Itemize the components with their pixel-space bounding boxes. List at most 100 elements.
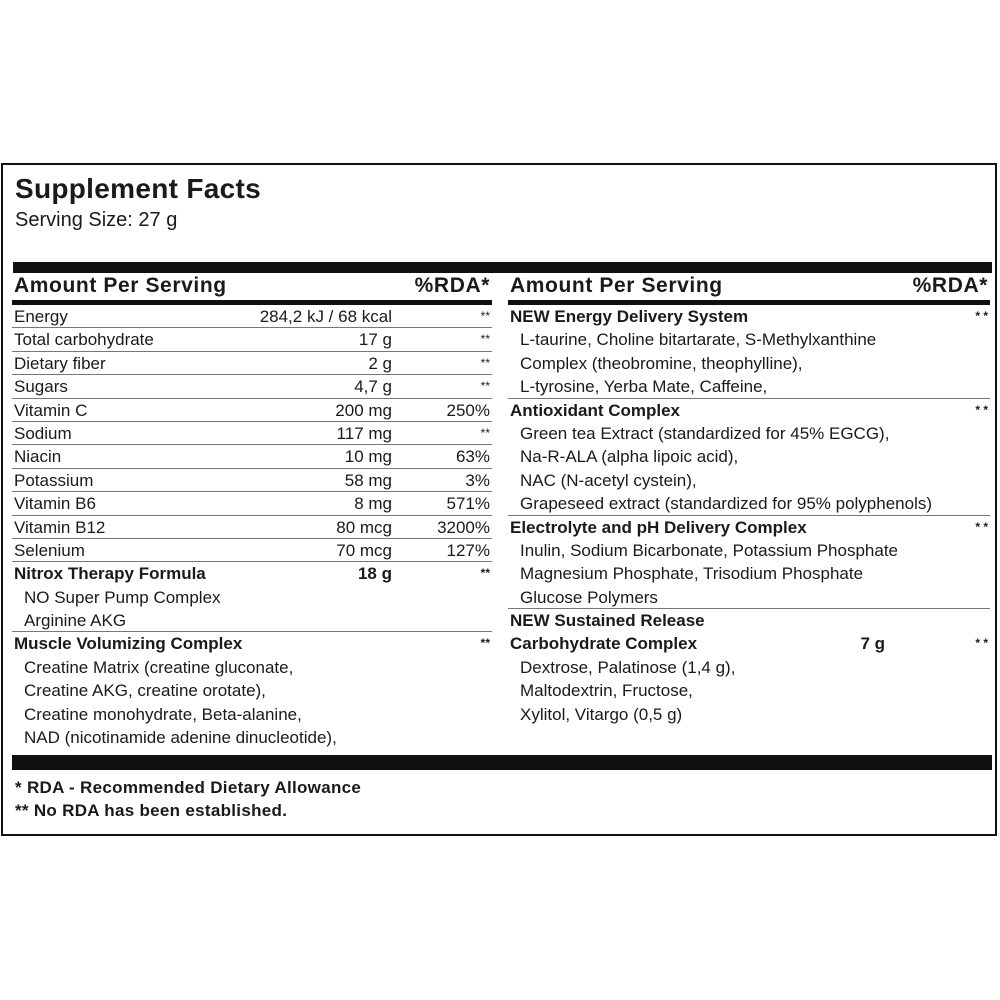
nutrient-amount: 7 g	[860, 634, 885, 654]
nutrient-row: Vitamin C 200 mg 250%	[12, 399, 492, 422]
ingredient-line: Magnesium Phosphate, Trisodium Phosphate	[508, 562, 990, 585]
nutrient-amount: 4,7 g	[354, 377, 392, 397]
nutrient-amount: 17 g	[358, 330, 392, 350]
nutrient-name: Grapeseed extract (standardized for 95% …	[520, 494, 933, 514]
nutrient-name: NAC (N-acetyl cystein),	[520, 470, 697, 490]
nutrient-name: Dietary fiber	[14, 353, 106, 373]
nutrient-row: Vitamin B6 8 mg 571%	[12, 492, 492, 516]
nutrient-row: NEW Sustained Release	[508, 609, 990, 632]
nutrient-rda: 250%	[446, 400, 490, 420]
nutrient-rda: 571%	[446, 494, 490, 514]
nutrient-name: Glucose Polymers	[520, 587, 658, 607]
nutrient-name: Vitamin B6	[14, 494, 96, 514]
nutrient-name: Antioxidant Complex	[510, 400, 681, 420]
ingredient-line: Creatine AKG, creatine orotate),	[12, 679, 492, 702]
nutrient-row: Sugars 4,7 g **	[12, 375, 492, 399]
nutrient-name: Creatine AKG, creatine orotate),	[24, 681, 266, 701]
nutrient-rda: * *	[975, 636, 988, 651]
nutrient-name: Inulin, Sodium Bicarbonate, Potassium Ph…	[520, 540, 899, 560]
nutrient-name: L-tyrosine, Yerba Mate, Caffeine,	[520, 377, 768, 397]
nutrient-name: Green tea Extract (standardized for 45% …	[520, 423, 890, 443]
nutrient-amount: 8 mg	[354, 494, 392, 514]
nutrient-amount: 200 mg	[335, 400, 392, 420]
serving-size: Serving Size: 27 g	[15, 209, 178, 231]
nutrient-rda: 63%	[455, 447, 490, 467]
nutrient-amount: 2 g	[368, 353, 392, 373]
nutrient-amount: 117 mg	[336, 423, 392, 443]
rda-header: %RDA*	[414, 274, 490, 297]
nutrient-name: NAD (nicotinamide adenine dinucleotide),	[24, 728, 337, 748]
rda-header: %RDA*	[912, 274, 988, 297]
nutrient-rda: **	[480, 425, 490, 440]
nutrient-amount: 18 g	[357, 564, 392, 584]
nutrient-name: NEW Sustained Release	[510, 611, 705, 631]
nutrient-row: NEW Energy Delivery System * *	[508, 305, 990, 328]
nutrient-rda: **	[480, 355, 490, 370]
nutrient-name: Magnesium Phosphate, Trisodium Phosphate	[520, 564, 864, 584]
ingredient-line: Creatine Matrix (creatine gluconate,	[12, 656, 492, 679]
footnote-rda: * RDA - Recommended Dietary Allowance	[15, 778, 362, 797]
column-header: Amount Per Serving %RDA*	[12, 274, 492, 305]
nutrient-rda: * *	[975, 309, 988, 323]
nutrient-rda: **	[480, 566, 490, 581]
page-title: Supplement Facts	[15, 173, 261, 204]
nutrient-row: Selenium 70 mcg 127%	[12, 539, 492, 563]
ingredient-line: Dextrose, Palatinose (1,4 g),	[508, 656, 990, 679]
nutrient-name: Niacin	[14, 447, 62, 467]
top-divider-bar	[13, 262, 992, 273]
nutrient-name: Vitamin C	[14, 400, 88, 420]
ingredient-line: Green tea Extract (standardized for 45% …	[508, 422, 990, 445]
supplement-facts-panel	[1, 163, 997, 836]
nutrient-rda: 127%	[446, 540, 490, 560]
nutrient-name: Creatine monohydrate, Beta-alanine,	[24, 704, 302, 724]
nutrient-row: Nitrox Therapy Formula 18 g **	[12, 562, 492, 585]
nutrient-name: NO Super Pump Complex	[24, 587, 221, 607]
ingredient-line: L-tyrosine, Yerba Mate, Caffeine,	[508, 375, 990, 399]
nutrient-name: Creatine Matrix (creatine gluconate,	[24, 657, 294, 677]
nutrient-name: Complex (theobromine, theophylline),	[520, 353, 803, 373]
ingredient-line: NAD (nicotinamide adenine dinucleotide),	[12, 726, 492, 749]
ingredient-line: L-taurine, Choline bitartarate, S-Methyl…	[508, 328, 990, 351]
nutrient-row: Energy 284,2 kJ / 68 kcal **	[12, 305, 492, 329]
amount-header: Amount Per Serving	[14, 274, 227, 297]
nutrient-name: Dextrose, Palatinose (1,4 g),	[520, 657, 736, 677]
nutrient-name: Energy	[14, 307, 68, 326]
nutrient-row: Niacin 10 mg 63%	[12, 445, 492, 469]
nutrient-rda: **	[480, 379, 490, 394]
ingredient-line: Glucose Polymers	[508, 586, 990, 610]
nutrient-row: Antioxidant Complex * *	[508, 399, 990, 422]
nutrient-name: Vitamin B12	[14, 517, 106, 537]
ingredient-line: Arginine AKG	[12, 609, 492, 633]
column-header: Amount Per Serving %RDA*	[508, 274, 990, 305]
nutrient-rda: 3200%	[437, 517, 490, 537]
nutrient-name: Nitrox Therapy Formula	[14, 564, 206, 584]
nutrient-name: L-taurine, Choline bitartarate, S-Methyl…	[520, 330, 877, 350]
nutrient-name: Muscle Volumizing Complex	[14, 634, 243, 654]
nutrient-name: Selenium	[14, 540, 85, 560]
nutrient-name: Sugars	[14, 377, 68, 397]
nutrient-rda: **	[480, 332, 490, 347]
amount-header: Amount Per Serving	[510, 274, 723, 297]
nutrient-name: Na-R-ALA (alpha lipoic acid),	[520, 447, 739, 467]
nutrient-row: Carbohydrate Complex 7 g * *	[508, 632, 990, 655]
nutrient-row: Vitamin B12 80 mcg 3200%	[12, 516, 492, 539]
left-column: Amount Per Serving %RDA* Energy 284,2 kJ …	[12, 274, 492, 749]
ingredient-line: NAC (N-acetyl cystein),	[508, 469, 990, 492]
nutrient-name: Potassium	[14, 470, 94, 490]
ingredient-line: Maltodextrin, Fructose,	[508, 679, 990, 702]
nutrient-row: Electrolyte and pH Delivery Complex * *	[508, 516, 990, 539]
ingredient-line: Na-R-ALA (alpha lipoic acid),	[508, 445, 990, 468]
nutrient-rda: 3%	[465, 470, 490, 490]
right-column: Amount Per Serving %RDA* NEW Energy Deli…	[508, 274, 990, 726]
nutrient-amount: 58 mg	[344, 470, 392, 490]
ingredient-line: NO Super Pump Complex	[12, 586, 492, 609]
nutrient-row: Total carbohydrate 17 g **	[12, 328, 492, 352]
nutrient-name: Total carbohydrate	[14, 330, 154, 350]
nutrient-name: Maltodextrin, Fructose,	[520, 681, 693, 701]
ingredient-line: Inulin, Sodium Bicarbonate, Potassium Ph…	[508, 539, 990, 562]
nutrient-amount: 80 mcg	[336, 517, 392, 537]
ingredient-line: Xylitol, Vitargo (0,5 g)	[508, 703, 990, 726]
nutrient-row: Muscle Volumizing Complex **	[12, 632, 492, 655]
nutrient-amount: 284,2 kJ / 68 kcal	[259, 307, 392, 326]
nutrient-row: Dietary fiber 2 g **	[12, 352, 492, 376]
